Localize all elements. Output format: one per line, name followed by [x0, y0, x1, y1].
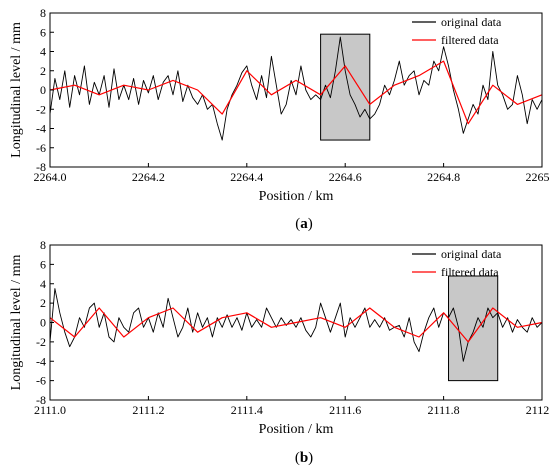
panel-b-y-axis-label: Longitudinal level / mm	[9, 255, 24, 391]
panel-a-legend-entry-1: filtered data	[441, 33, 499, 47]
panel-a-x-tick-label: 2264.6	[329, 170, 362, 184]
panel-a-panel-label: (a)	[295, 216, 313, 232]
panel-b-y-tick-label: 6	[40, 257, 46, 271]
panel-a-x-tick-label: 2264.8	[427, 170, 460, 184]
panel-b-y-tick-label: 2	[40, 296, 46, 310]
panel-b-x-tick-label: 2111.2	[132, 403, 164, 417]
panel-b-series-line-filtered-data	[49, 307, 543, 343]
panel-b-legend-entry-1: filtered data	[441, 265, 499, 279]
panel-a-y-tick-label: 4	[40, 45, 46, 59]
panel-a-legend-entry-0: original data	[441, 15, 502, 29]
panel-b-y-tick-label: 8	[40, 238, 46, 252]
panel-b-y-tick-label: -6	[36, 374, 46, 388]
panel-a-y-tick-label: -8	[36, 160, 46, 174]
panel-a-y-tick-label: 8	[40, 6, 46, 20]
panel-b-x-tick-label: 2112.0	[526, 403, 550, 417]
panel-a-x-tick-label: 2265.0	[526, 170, 550, 184]
panel-a-y-tick-label: -4	[36, 122, 46, 136]
panel-b-y-tick-label: -2	[36, 335, 46, 349]
panel-b-y-tick-label: 4	[40, 277, 46, 291]
panel-b-highlight-box	[448, 275, 499, 382]
panel-b-legend-entry-0: original data	[441, 247, 502, 261]
panel-a-series-line-original-data	[49, 36, 543, 141]
panel-b-x-tick-label: 2111.8	[428, 403, 460, 417]
panel-b-x-axis-label: Position / km	[259, 422, 334, 437]
panel-b-y-tick-label: -4	[36, 354, 46, 368]
panel-a-x-tick-label: 2264.0	[34, 170, 67, 184]
panel-a-highlight-box	[320, 33, 371, 141]
panel-b-series-line-original-data	[49, 288, 543, 362]
panel-a-y-tick-label: 6	[40, 25, 46, 39]
panel-a-y-tick-label: 2	[40, 64, 46, 78]
panel-a-x-tick-label: 2264.4	[230, 170, 263, 184]
panel-a-y-tick-label: 0	[40, 83, 46, 97]
panel-b-x-tick-label: 2111.4	[231, 403, 263, 417]
panel-a-y-axis-label: Longitudinal level / mm	[9, 22, 24, 158]
panel-b-x-tick-label: 2111.0	[34, 403, 66, 417]
panel-a-x-axis-label: Position / km	[259, 189, 334, 204]
panel-a-series-line-filtered-data	[49, 60, 543, 125]
panel-a-y-tick-label: -2	[36, 102, 46, 116]
panel-b-y-tick-label: -8	[36, 393, 46, 407]
panel-b-panel-label: (b)	[295, 450, 313, 466]
panel-a-y-tick-label: -6	[36, 141, 46, 155]
panel-a-x-tick-label: 2264.2	[132, 170, 165, 184]
panel-b-y-tick-label: 0	[40, 316, 46, 330]
panel-b-x-tick-label: 2111.6	[329, 403, 361, 417]
